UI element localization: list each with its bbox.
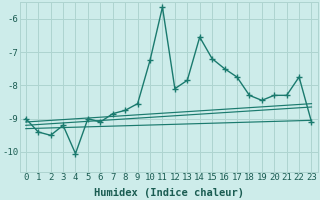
- X-axis label: Humidex (Indice chaleur): Humidex (Indice chaleur): [94, 188, 244, 198]
